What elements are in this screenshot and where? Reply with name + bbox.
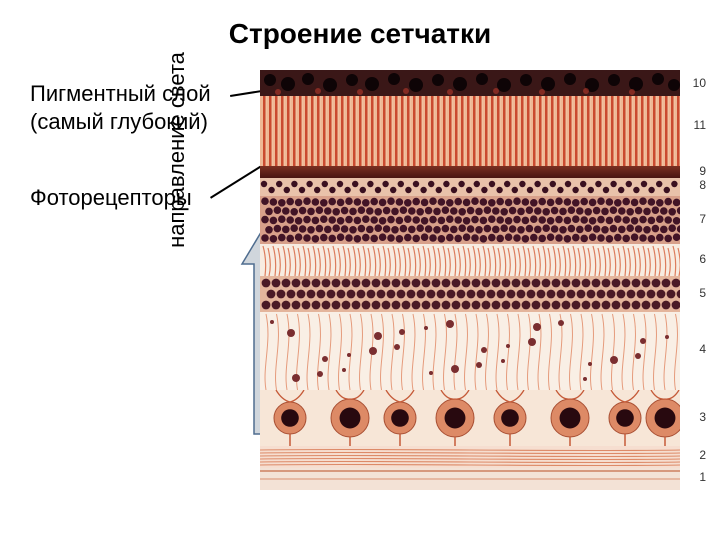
layer-3-ganglion <box>260 390 680 446</box>
num-1: 1 <box>699 470 706 484</box>
layer-1-inner-limiting <box>260 468 680 490</box>
num-11: 11 <box>694 118 706 132</box>
layer-5-inner-nuclear <box>260 276 680 312</box>
num-10: 10 <box>693 76 706 90</box>
layer-9 <box>260 166 680 178</box>
layer-8-nuclei <box>260 178 680 196</box>
num-7: 7 <box>699 212 706 226</box>
retina-diagram: 10 11 9 8 7 6 5 4 3 <box>260 70 680 490</box>
num-8: 8 <box>699 178 706 192</box>
num-2: 2 <box>699 448 706 462</box>
num-3: 3 <box>699 410 706 424</box>
label-light-direction: направление света <box>165 35 225 265</box>
layer-11-rods <box>260 96 680 166</box>
num-6: 6 <box>699 252 706 266</box>
page-title: Строение сетчатки <box>0 18 720 50</box>
layer-10-pigment <box>260 70 680 96</box>
layer-4-inner-plexiform <box>260 312 680 390</box>
layer-7-outer-nuclear <box>260 196 680 244</box>
layer-6-plexiform <box>260 244 680 276</box>
layer-2-nerve-fiber <box>260 446 680 468</box>
num-5: 5 <box>699 286 706 300</box>
num-9: 9 <box>699 164 706 178</box>
num-4: 4 <box>699 342 706 356</box>
